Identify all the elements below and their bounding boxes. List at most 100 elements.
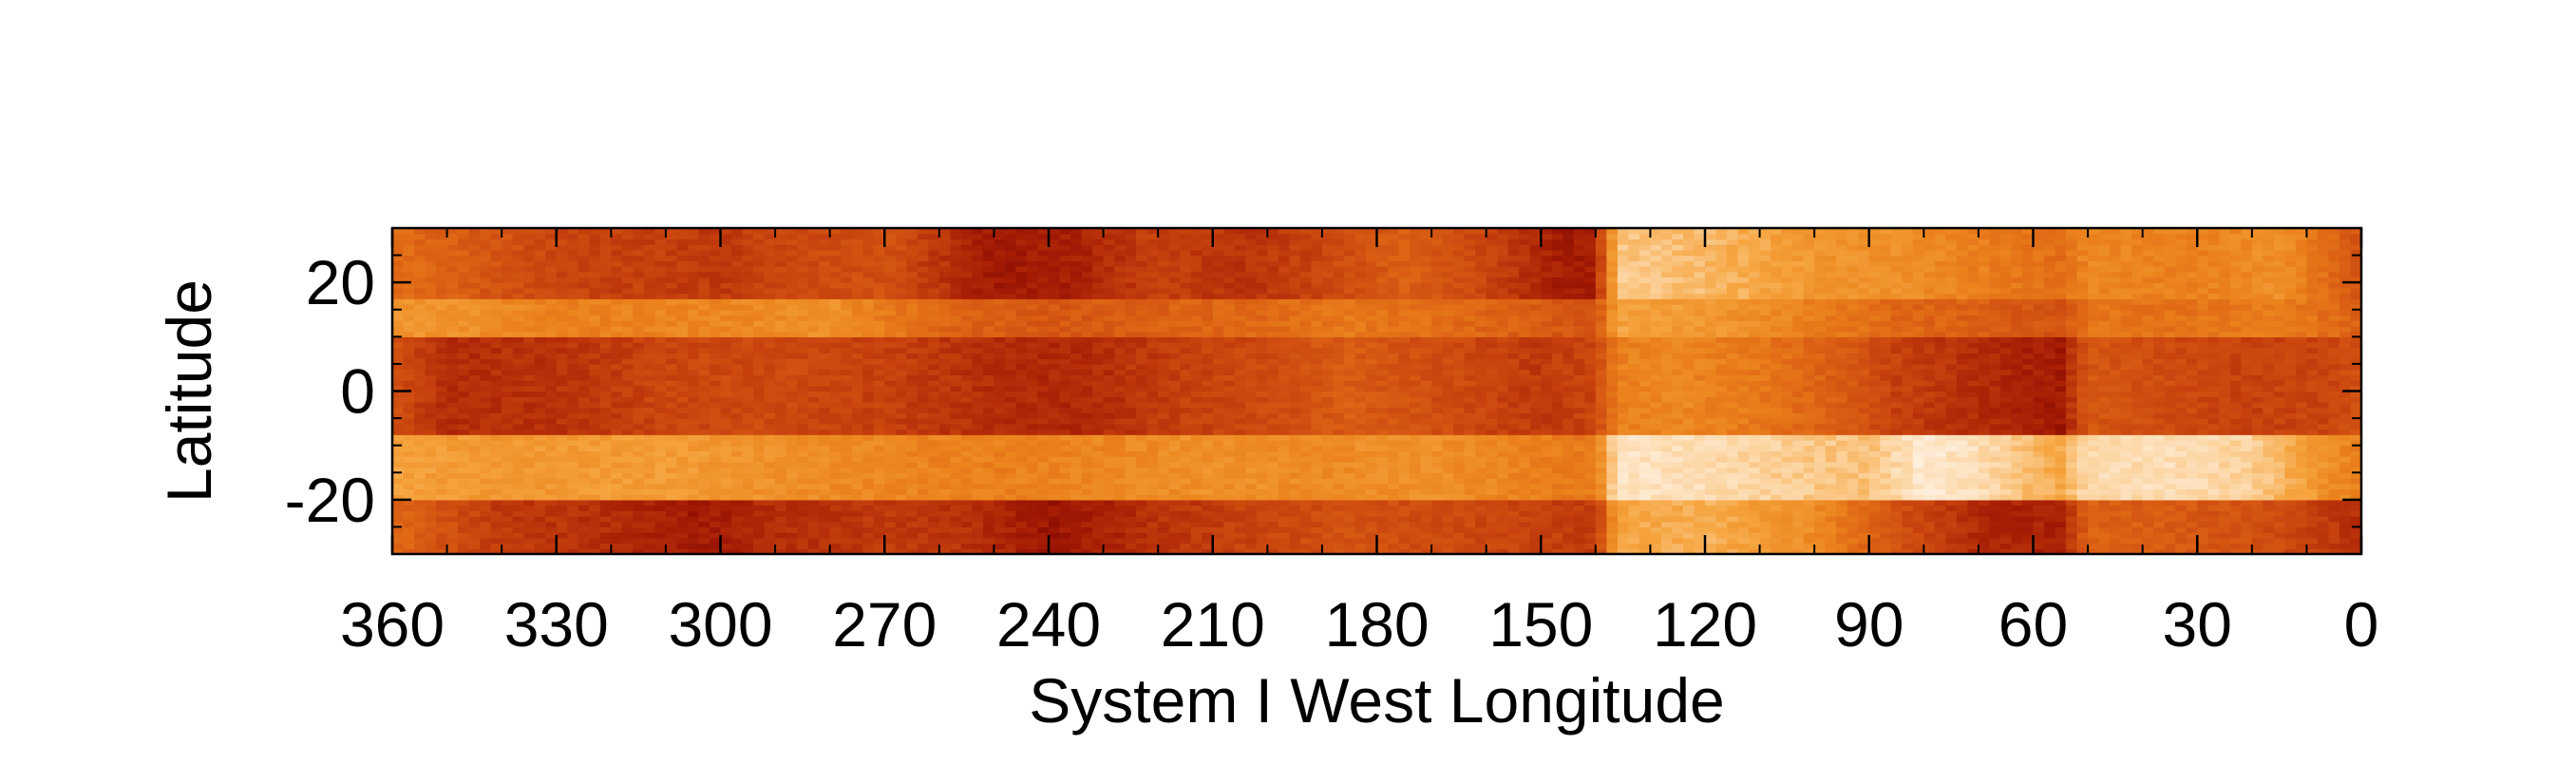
heatmap-cell [1037, 488, 1049, 494]
heatmap-cell [1519, 500, 1530, 506]
heatmap-cell [906, 446, 918, 451]
heatmap-cell [1070, 418, 1082, 424]
heatmap-cell [1158, 434, 1169, 440]
heatmap-cell [1092, 538, 1104, 544]
heatmap-cell [852, 472, 863, 478]
heatmap-cell [1650, 488, 1661, 494]
heatmap-cell [1060, 538, 1071, 544]
heatmap-cell [2274, 488, 2285, 494]
heatmap-cell [1202, 516, 1213, 522]
heatmap-cell [1322, 462, 1334, 468]
heatmap-cell [2034, 424, 2045, 430]
heatmap-cell [731, 450, 743, 456]
heatmap-cell [1530, 418, 1542, 424]
heatmap-cell [918, 506, 929, 511]
heatmap-cell [557, 544, 568, 549]
heatmap-cell [2187, 484, 2198, 489]
heatmap-cell [1541, 544, 1552, 549]
heatmap-cell [1443, 462, 1454, 468]
heatmap-cell [666, 434, 677, 440]
heatmap-cell [2034, 538, 2045, 544]
heatmap-cell [2241, 544, 2252, 549]
heatmap-cell [1082, 532, 1093, 538]
heatmap-cell [775, 538, 786, 544]
heatmap-cell [2022, 430, 2034, 435]
heatmap-cell [1814, 408, 1826, 413]
heatmap-cell [2088, 526, 2099, 532]
heatmap-cell [2306, 462, 2318, 468]
heatmap-cell [1015, 446, 1027, 451]
heatmap-cell [2099, 472, 2111, 478]
heatmap-cell [1245, 484, 1257, 489]
heatmap-cell [1475, 440, 1487, 446]
heatmap-cell [1453, 412, 1465, 418]
heatmap-cell [1104, 472, 1115, 478]
heatmap-cell [918, 450, 929, 456]
heatmap-cell [753, 408, 765, 413]
heatmap-cell [1169, 456, 1181, 462]
heatmap-cell [688, 510, 699, 516]
heatmap-cell [2034, 412, 2045, 418]
heatmap-cell [1322, 478, 1334, 484]
heatmap-cell [2121, 450, 2132, 456]
heatmap-cell [1847, 456, 1859, 462]
heatmap-cell [1727, 506, 1738, 511]
heatmap-cell [1716, 456, 1728, 462]
heatmap-cell [961, 446, 973, 451]
heatmap-cell [2328, 500, 2339, 506]
heatmap-cell [1814, 478, 1826, 484]
heatmap-cell [1814, 484, 1826, 489]
heatmap-cell [1082, 494, 1093, 500]
heatmap-cell [1070, 440, 1082, 446]
heatmap-cell [765, 446, 776, 451]
heatmap-cell [2274, 538, 2285, 544]
heatmap-cell [2055, 506, 2067, 511]
heatmap-cell [1923, 462, 1935, 468]
heatmap-cell [622, 516, 634, 522]
heatmap-cell [1267, 412, 1279, 418]
heatmap-cell [1431, 510, 1443, 516]
heatmap-cell [1399, 468, 1411, 473]
heatmap-cell [1169, 494, 1181, 500]
heatmap-cell [611, 424, 622, 430]
heatmap-cell [862, 484, 874, 489]
heatmap-cell [513, 418, 524, 424]
heatmap-cell [1727, 494, 1738, 500]
heatmap-cell [502, 472, 513, 478]
heatmap-cell [688, 516, 699, 522]
heatmap-cell [906, 526, 918, 532]
heatmap-cell [1169, 472, 1181, 478]
heatmap-cell [1443, 478, 1454, 484]
heatmap-cell [1683, 462, 1695, 468]
heatmap-cell [1639, 424, 1651, 430]
heatmap-cell [1126, 516, 1137, 522]
heatmap-cell [731, 440, 743, 446]
heatmap-cell [808, 430, 820, 435]
heatmap-cell [589, 440, 600, 446]
heatmap-cell [906, 488, 918, 494]
heatmap-cell [2252, 484, 2263, 489]
heatmap-cell [1979, 516, 1990, 522]
heatmap-cell [1858, 402, 1869, 408]
heatmap-cell [1705, 430, 1716, 435]
heatmap-cell [1399, 532, 1411, 538]
heatmap-cell [983, 402, 994, 408]
heatmap-cell [535, 478, 546, 484]
heatmap-cell [961, 478, 973, 484]
heatmap-cell [1913, 544, 1924, 549]
heatmap-cell [1771, 434, 1782, 440]
heatmap-cell [1431, 488, 1443, 494]
heatmap-cell [2110, 532, 2121, 538]
heatmap-cell [1716, 538, 1728, 544]
heatmap-cell [1443, 538, 1454, 544]
heatmap-cell [1223, 484, 1235, 489]
heatmap-cell [1223, 472, 1235, 478]
heatmap-cell [2296, 424, 2307, 430]
heatmap-cell [808, 472, 820, 478]
heatmap-cell [2252, 532, 2263, 538]
heatmap-cell [1453, 510, 1465, 516]
heatmap-cell [1782, 440, 1793, 446]
heatmap-cell [797, 526, 808, 532]
heatmap-cell [2055, 522, 2067, 527]
heatmap-cell [2230, 532, 2242, 538]
